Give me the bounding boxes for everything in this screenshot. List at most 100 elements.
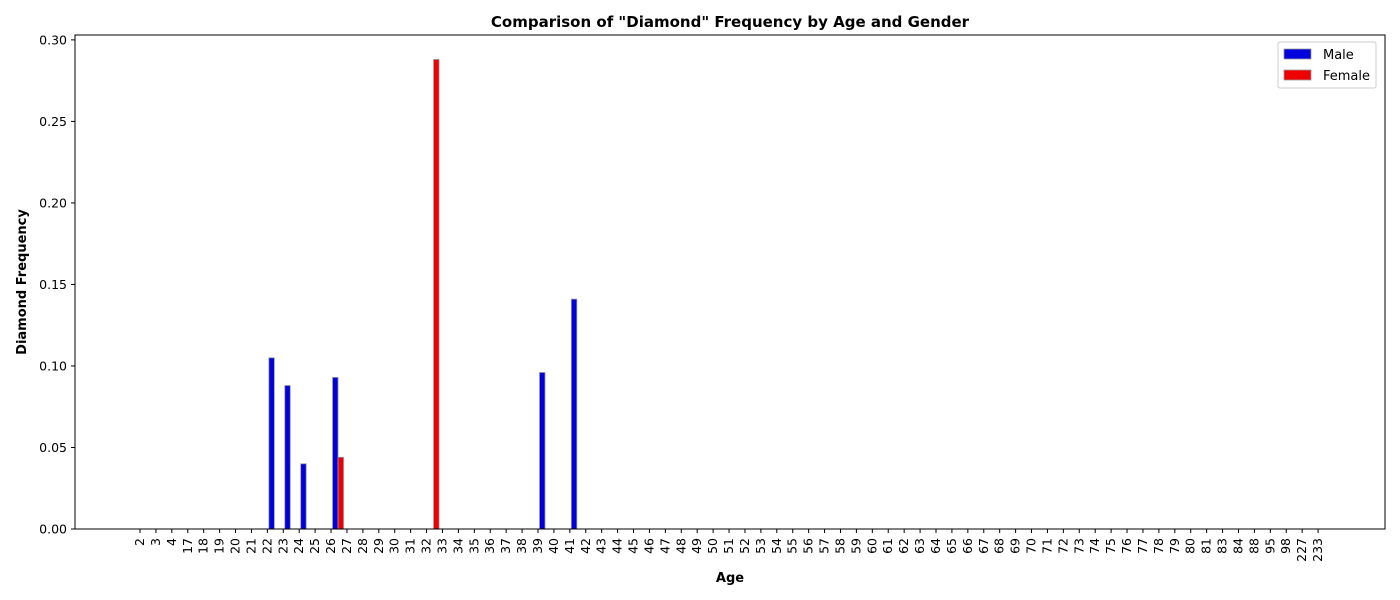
x-tick-label: 77 <box>1135 538 1150 554</box>
plot-frame <box>74 34 1386 530</box>
x-tick-label: 233 <box>1310 538 1325 562</box>
x-tick-label: 3 <box>148 538 163 546</box>
x-tick-label: 51 <box>721 538 736 554</box>
x-tick-label: 25 <box>307 538 322 554</box>
x-tick-label: 32 <box>419 538 434 554</box>
x-tick-label: 50 <box>705 538 720 554</box>
x-tick-label: 40 <box>546 538 561 554</box>
x-tick-label: 69 <box>1008 538 1023 554</box>
x-tick-label: 83 <box>1215 538 1230 554</box>
x-tick-label: 73 <box>1071 538 1086 554</box>
x-tick-label: 84 <box>1230 538 1245 554</box>
x-tick-label: 63 <box>912 538 927 554</box>
x-tick-label: 43 <box>594 538 609 554</box>
x-tick-label: 68 <box>992 538 1007 554</box>
x-tick-label: 88 <box>1246 538 1261 554</box>
x-tick-label: 44 <box>610 538 625 554</box>
x-tick-label: 30 <box>387 538 402 554</box>
x-tick-label: 47 <box>657 538 672 554</box>
x-tick-label: 2 <box>132 538 147 546</box>
bar-male-26 <box>332 376 339 530</box>
y-axis: 0.00 0.05 0.10 0.15 0.20 0.25 0.30 <box>39 32 75 537</box>
x-tick-label: 21 <box>243 538 258 554</box>
bar-male-41 <box>570 298 578 530</box>
x-tick-label: 56 <box>801 538 816 554</box>
x-tick-label: 53 <box>753 538 768 554</box>
bar-female-32 <box>433 59 440 530</box>
x-tick-label: 19 <box>212 538 227 554</box>
x-tick-label: 27 <box>339 538 354 554</box>
x-tick-label: 64 <box>928 538 943 554</box>
x-tick-label: 67 <box>976 538 991 554</box>
legend: Male Female <box>1277 41 1377 89</box>
x-axis-label: Age <box>716 571 744 586</box>
x-tick-label: 81 <box>1199 538 1214 554</box>
chart-title: Comparison of "Diamond" Frequency by Age… <box>491 13 970 31</box>
x-tick-label: 61 <box>880 538 895 554</box>
x-tick-label: 227 <box>1294 538 1309 562</box>
bar-male-22 <box>268 357 275 530</box>
y-tick-label: 0.10 <box>39 358 67 373</box>
x-tick-label: 38 <box>514 538 529 554</box>
x-tick-label: 62 <box>896 538 911 554</box>
x-tick-label: 48 <box>673 538 688 554</box>
x-tick-label: 66 <box>960 538 975 554</box>
x-axis: 2 3 4 17 18 19 20 21 22 23 24 25 26 27 28 29 30 31 32 33 34 3… <box>132 529 1325 562</box>
x-tick-label: 76 <box>1119 538 1134 554</box>
x-tick-label: 70 <box>1024 538 1039 554</box>
bars-layer <box>268 59 578 530</box>
x-tick-label: 46 <box>641 538 656 554</box>
x-tick-label: 49 <box>689 538 704 554</box>
x-tick-label: 39 <box>530 538 545 554</box>
y-tick-label: 0.30 <box>39 32 67 47</box>
bar-male-39 <box>539 372 546 530</box>
x-tick-label: 55 <box>785 538 800 554</box>
x-tick-label: 57 <box>817 538 832 554</box>
x-tick-label: 23 <box>275 538 290 554</box>
x-tick-label: 74 <box>1087 538 1102 554</box>
y-tick-label: 0.20 <box>39 195 67 210</box>
x-tick-label: 45 <box>626 538 641 554</box>
x-tick-label: 37 <box>498 538 513 554</box>
y-tick-label: 0.25 <box>39 114 67 129</box>
x-tick-label: 80 <box>1183 538 1198 554</box>
x-tick-label: 36 <box>482 538 497 554</box>
bar-male-24 <box>300 463 307 530</box>
legend-swatch-male <box>1283 48 1312 60</box>
x-tick-label: 18 <box>196 538 211 554</box>
y-axis-label: Diamond Frequency <box>15 209 30 355</box>
x-tick-label: 60 <box>864 538 879 554</box>
x-tick-label: 98 <box>1278 538 1293 554</box>
x-tick-label: 65 <box>944 538 959 554</box>
x-tick-label: 58 <box>832 538 847 554</box>
x-tick-label: 35 <box>466 538 481 554</box>
x-tick-label: 95 <box>1262 538 1277 554</box>
x-tick-label: 31 <box>403 538 418 554</box>
x-tick-label: 42 <box>578 538 593 554</box>
x-tick-label: 24 <box>291 538 306 554</box>
x-tick-label: 28 <box>355 538 370 554</box>
legend-label-male: Male <box>1323 48 1354 63</box>
x-tick-label: 79 <box>1167 538 1182 554</box>
x-tick-label: 26 <box>323 538 338 554</box>
y-tick-label: 0.15 <box>39 277 67 292</box>
x-tick-label: 17 <box>180 538 195 554</box>
x-tick-label: 20 <box>228 538 243 554</box>
x-tick-label: 52 <box>737 538 752 554</box>
bar-female-26 <box>337 456 344 530</box>
x-tick-label: 29 <box>371 538 386 554</box>
legend-swatch-female <box>1283 69 1312 81</box>
x-tick-label: 41 <box>562 538 577 554</box>
bar-male-23 <box>284 385 291 530</box>
x-tick-label: 75 <box>1103 538 1118 554</box>
x-tick-label: 59 <box>848 538 863 554</box>
x-tick-label: 54 <box>769 538 784 554</box>
y-tick-label: 0.05 <box>39 440 67 455</box>
legend-label-female: Female <box>1323 69 1370 84</box>
x-tick-label: 71 <box>1039 538 1054 554</box>
y-tick-label: 0.00 <box>39 522 67 537</box>
x-tick-label: 72 <box>1055 538 1070 554</box>
x-tick-label: 78 <box>1151 538 1166 554</box>
x-tick-label: 4 <box>164 538 179 546</box>
